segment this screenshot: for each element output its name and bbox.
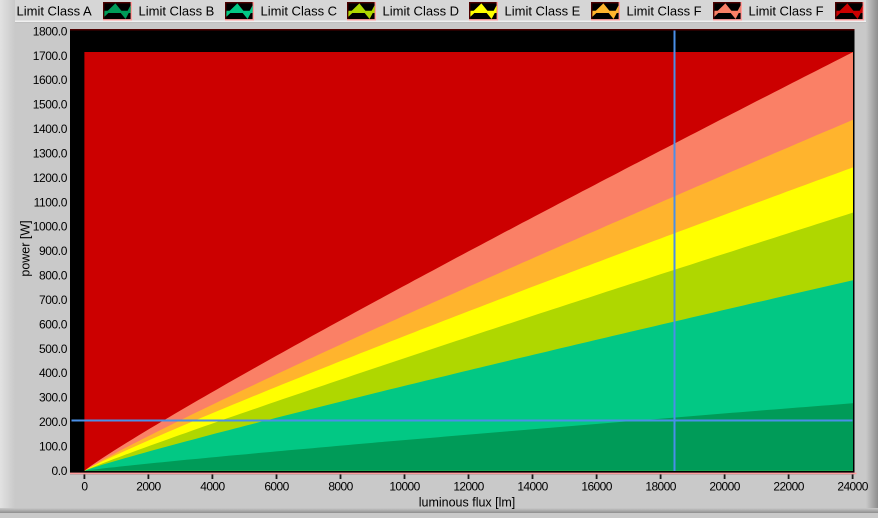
svg-text:12000: 12000 [453,480,484,494]
svg-text:1400.0: 1400.0 [33,122,68,136]
svg-text:14000: 14000 [517,480,548,494]
svg-text:Limit Class F: Limit Class F [749,4,824,19]
svg-text:18000: 18000 [645,480,676,494]
svg-text:1100.0: 1100.0 [34,195,68,209]
svg-text:300.0: 300.0 [39,391,68,405]
svg-text:800.0: 800.0 [39,269,68,283]
svg-text:10000: 10000 [389,480,420,494]
svg-text:500.0: 500.0 [39,342,68,356]
svg-text:400.0: 400.0 [39,366,68,380]
svg-text:1500.0: 1500.0 [33,98,68,112]
svg-text:6000: 6000 [264,480,289,494]
svg-text:20000: 20000 [709,480,740,494]
svg-text:8000: 8000 [328,480,353,494]
svg-text:Limit Class E: Limit Class E [505,4,581,19]
svg-text:Limit Class B: Limit Class B [139,4,215,19]
svg-text:0: 0 [81,480,88,494]
svg-text:4000: 4000 [200,480,225,494]
svg-text:24000: 24000 [837,480,868,494]
svg-text:1200.0: 1200.0 [33,171,68,185]
svg-text:power [W]: power [W] [19,220,33,276]
svg-text:1000.0: 1000.0 [33,220,68,234]
svg-text:600.0: 600.0 [39,317,68,331]
svg-text:700.0: 700.0 [39,293,68,307]
svg-text:100.0: 100.0 [39,439,68,453]
svg-text:2000: 2000 [136,480,161,494]
svg-text:Limit Class D: Limit Class D [383,4,460,19]
svg-text:Limit Class F: Limit Class F [627,4,702,19]
svg-text:22000: 22000 [773,480,804,494]
svg-text:Limit Class A: Limit Class A [17,4,92,19]
svg-text:1800.0: 1800.0 [33,24,68,38]
svg-text:Limit Class C: Limit Class C [261,4,338,19]
svg-text:luminous flux [lm]: luminous flux [lm] [419,496,516,510]
svg-text:900.0: 900.0 [39,244,68,258]
svg-text:1300.0: 1300.0 [33,147,68,161]
svg-text:0.0: 0.0 [52,464,68,478]
svg-text:16000: 16000 [581,480,612,494]
svg-text:1600.0: 1600.0 [33,73,68,87]
svg-text:200.0: 200.0 [39,415,68,429]
svg-text:1700.0: 1700.0 [33,49,68,63]
